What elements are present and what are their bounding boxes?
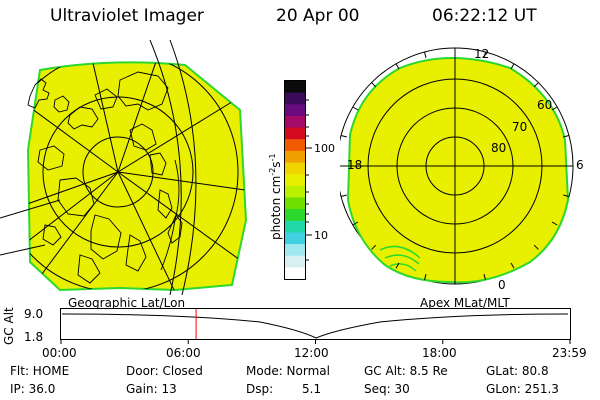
timeline-xtick-1200: 12:00 <box>294 346 329 360</box>
mlt-tick <box>395 262 400 269</box>
mlt-tick <box>533 82 539 88</box>
mlt-tick <box>533 244 539 250</box>
colorbar-swatch <box>285 104 305 117</box>
status-glon: GLon: 251.3 <box>486 382 559 396</box>
status-mode: Mode: Normal <box>246 364 330 378</box>
mlt-label-6: 6 <box>576 158 584 172</box>
magnetic-view-label: Apex MLat/MLT <box>420 296 510 310</box>
mlt-tick <box>340 194 347 198</box>
status-dsp-value: 5.1 <box>302 382 322 396</box>
colorbar <box>284 80 306 280</box>
mlt-label-0: 0 <box>498 278 506 292</box>
colorbar-swatch <box>285 220 305 233</box>
status-gc-alt: GC Alt: 8.5 Re <box>364 364 448 378</box>
geographic-grid <box>28 62 246 291</box>
colorbar-swatch <box>285 209 305 222</box>
bottom-left-structure <box>379 245 421 272</box>
timeline-xtick-1800: 18:00 <box>422 346 457 360</box>
status-door: Door: Closed <box>126 364 203 378</box>
colorbar-swatch <box>285 139 305 152</box>
mlt-tick <box>395 63 400 70</box>
geographic-view-label: Geographic Lat/Lon <box>68 296 186 310</box>
mlt-tick <box>510 262 515 269</box>
observation-time: 06:22:12 UT <box>432 6 537 26</box>
colorbar-swatch <box>285 150 305 164</box>
colorbar-swatch <box>285 127 305 140</box>
status-glat: GLat: 80.8 <box>486 364 549 378</box>
status-flight: Flt: HOME <box>10 364 70 378</box>
status-gain: Gain: 13 <box>126 382 177 396</box>
mlt-ticks <box>340 48 573 284</box>
colorbar-swatch <box>285 92 305 105</box>
colorbar-swatch <box>285 232 305 245</box>
mlt-tick <box>371 244 377 250</box>
mlt-tick <box>563 134 570 138</box>
timeline-ytick-top: 9.0 <box>24 307 44 321</box>
status-seq: Seq: 30 <box>364 382 410 396</box>
timeline-xtick-2359: 23:59 <box>552 346 587 360</box>
orbit-timeline <box>60 308 571 344</box>
colorbar-swatch <box>285 255 305 268</box>
mlt-tick <box>551 106 558 111</box>
mlt-tick <box>352 106 359 111</box>
geographic-view <box>0 40 248 295</box>
mlt-tick <box>483 51 487 58</box>
colorbar-swatch <box>285 115 305 129</box>
mlt-label-12: 12 <box>474 47 490 61</box>
timeline-ytick-bottom: 1.8 <box>24 330 44 344</box>
timeline-xtick-0000: 00:00 <box>42 346 77 360</box>
auroral-image-left <box>26 61 248 292</box>
mlt-tick <box>340 134 347 138</box>
colorbar-unit-label: photon cm-2s-1 <box>268 153 283 240</box>
mlt-tick <box>423 274 427 281</box>
timeline-axis-label: GC Alt <box>2 307 16 345</box>
auroral-image-right <box>346 57 570 284</box>
mlt-label-18: 18 <box>347 158 363 172</box>
earth-limb <box>0 40 197 295</box>
colorbar-swatch <box>285 244 305 257</box>
colorbar-swatch <box>285 81 305 94</box>
colorbar-swatch <box>285 267 305 280</box>
mlt-tick <box>423 51 427 58</box>
colorbar-swatch <box>285 162 305 175</box>
mlat-label-70: 70 <box>512 120 528 134</box>
mlat-label-80: 80 <box>491 141 507 155</box>
instrument-title: Ultraviolet Imager <box>50 6 204 26</box>
coastlines <box>27 71 183 284</box>
altitude-curve <box>61 313 569 339</box>
colorbar-swatch <box>285 185 305 198</box>
status-dsp-label: Dsp: <box>246 382 274 396</box>
mlat-grid <box>340 48 573 284</box>
colorbar-swatch <box>285 197 305 210</box>
mlt-tick <box>483 274 487 281</box>
colorbar-tick-10: 10 <box>314 229 328 242</box>
timeline-xtick-0600: 06:00 <box>166 346 201 360</box>
colorbar-minor-ticks <box>306 99 312 261</box>
status-ip: IP: 36.0 <box>10 382 56 396</box>
colorbar-tick-100: 100 <box>314 142 335 155</box>
mlt-tick <box>563 194 570 198</box>
observation-date: 20 Apr 00 <box>276 6 360 26</box>
mlt-tick <box>510 63 515 70</box>
mlat-label-60: 60 <box>537 98 553 112</box>
mlt-tick <box>551 221 558 226</box>
magnetic-polar-view <box>340 47 574 285</box>
mlt-tick <box>371 82 377 88</box>
mlt-tick <box>352 221 359 226</box>
colorbar-swatch <box>285 174 305 187</box>
colorbar-border <box>284 80 306 280</box>
